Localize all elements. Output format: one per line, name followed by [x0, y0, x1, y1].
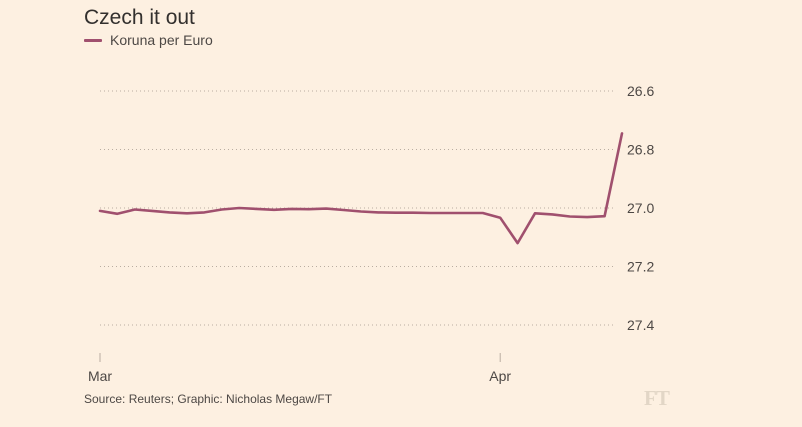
- y-axis-ticks: 26.6 26.8 27.0 27.2 27.4: [627, 83, 654, 333]
- y-tick-label: 27.4: [627, 317, 654, 333]
- x-tick-label: Mar: [88, 368, 112, 384]
- legend-label: Koruna per Euro: [110, 32, 213, 48]
- y-tick-label: 26.8: [627, 142, 654, 158]
- series-layer: [98, 132, 624, 245]
- y-tick-label: 27.0: [627, 200, 654, 216]
- ft-logo: FT: [644, 386, 670, 410]
- legend: Koruna per Euro: [84, 32, 213, 48]
- series-line-koruna-per-euro: [98, 132, 624, 245]
- x-axis-ticks: Mar Apr: [88, 353, 511, 384]
- legend-swatch: [84, 38, 102, 42]
- x-tick-label: Apr: [489, 368, 511, 384]
- y-tick-label: 26.6: [627, 83, 654, 99]
- chart-title: Czech it out: [84, 6, 195, 29]
- gridlines: [100, 90, 616, 326]
- y-tick-label: 27.2: [627, 259, 654, 275]
- source-note: Source: Reuters; Graphic: Nicholas Megaw…: [84, 392, 333, 406]
